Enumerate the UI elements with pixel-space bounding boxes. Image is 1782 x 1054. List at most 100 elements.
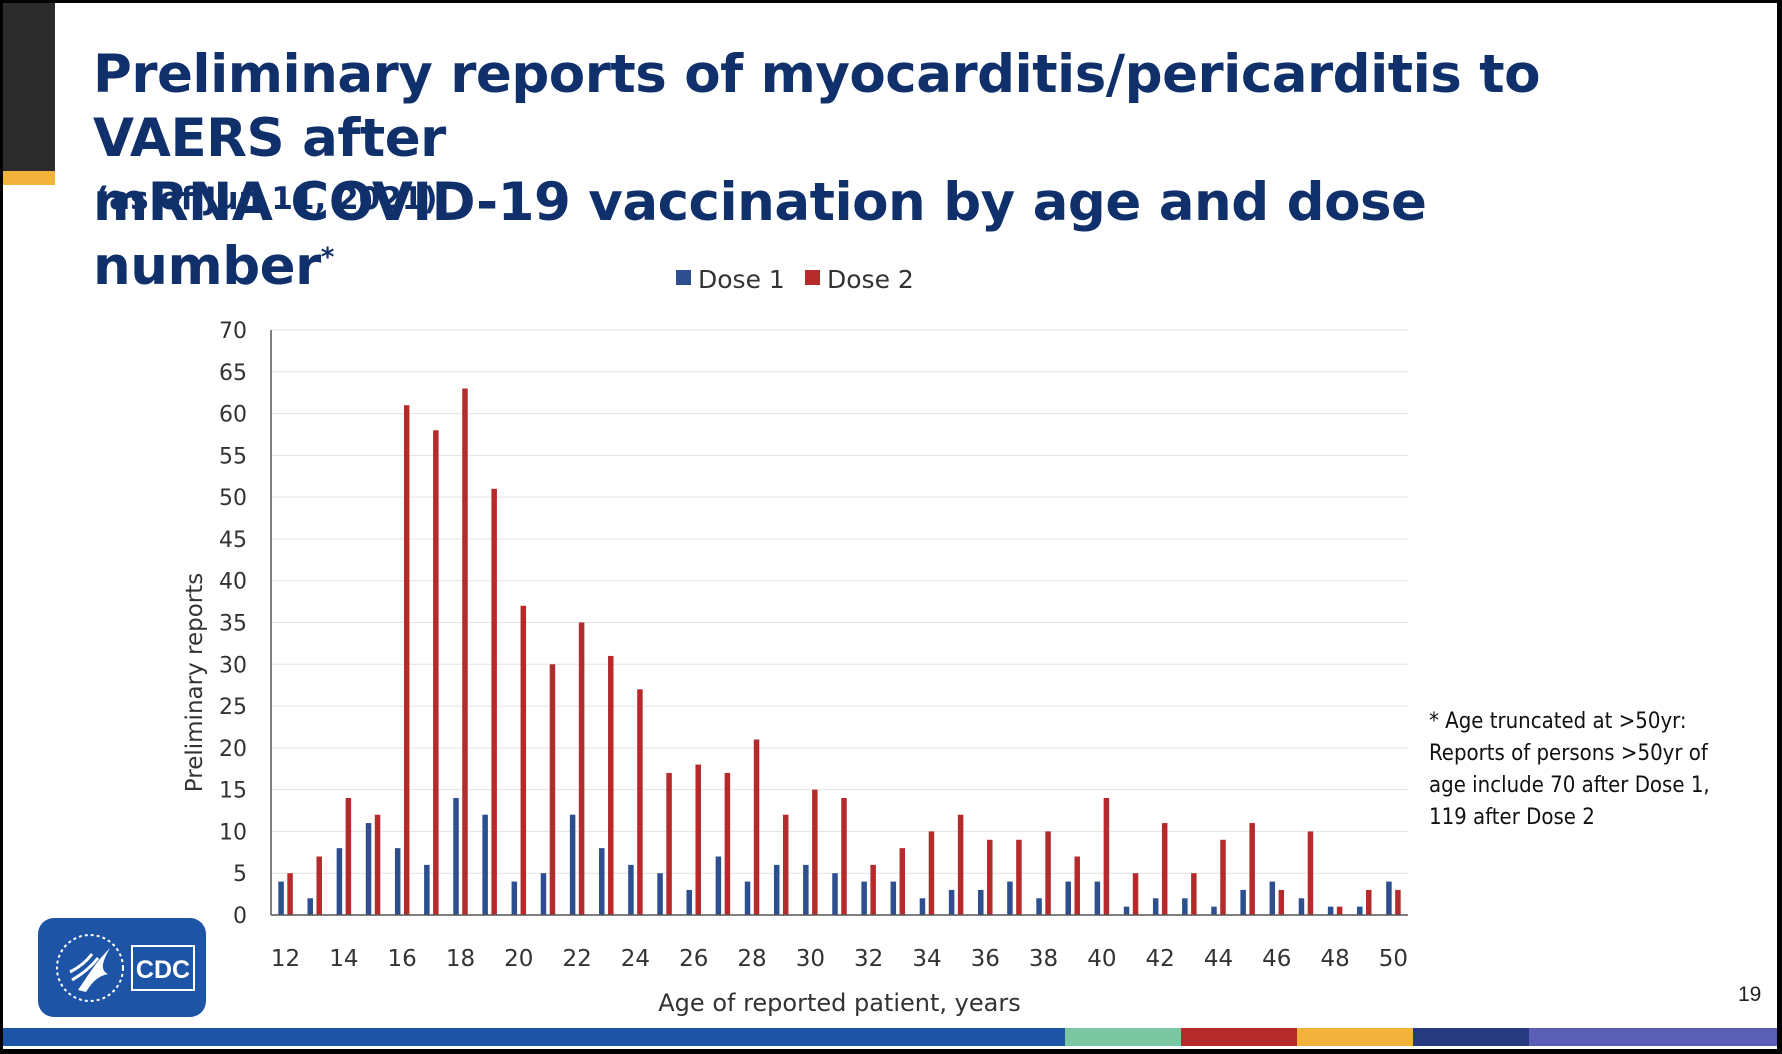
y-tick-label: 0 bbox=[233, 904, 247, 929]
y-tick-label: 55 bbox=[219, 444, 247, 469]
bar bbox=[608, 655, 614, 915]
bar bbox=[928, 831, 935, 915]
bar bbox=[1327, 906, 1334, 915]
x-tick-label: 14 bbox=[329, 946, 358, 972]
y-tick-label: 40 bbox=[219, 570, 247, 595]
bar bbox=[1220, 839, 1226, 915]
bar bbox=[424, 864, 430, 915]
x-tick-label: 46 bbox=[1262, 946, 1291, 972]
x-tick-label: 30 bbox=[796, 946, 825, 972]
x-tick-label: 48 bbox=[1320, 946, 1349, 972]
bottom-bar-segment bbox=[1065, 1028, 1181, 1046]
bar bbox=[744, 881, 751, 915]
y-tick-label: 10 bbox=[219, 820, 247, 845]
y-tick-label: 45 bbox=[219, 528, 247, 553]
bar bbox=[278, 881, 284, 915]
bar bbox=[870, 864, 876, 915]
x-tick-label: 50 bbox=[1379, 946, 1408, 972]
bar bbox=[599, 848, 605, 915]
x-tick-label: 28 bbox=[737, 946, 766, 972]
bar bbox=[1161, 823, 1168, 915]
bar bbox=[549, 664, 556, 915]
bottom-bar-segment bbox=[1297, 1028, 1413, 1046]
bar bbox=[657, 873, 663, 915]
bar bbox=[1307, 831, 1314, 915]
bar bbox=[1074, 856, 1080, 915]
bar bbox=[1152, 898, 1159, 915]
y-tick-label: 5 bbox=[233, 862, 247, 887]
bar bbox=[978, 889, 984, 915]
bar bbox=[433, 430, 439, 915]
bar bbox=[307, 898, 313, 915]
bar bbox=[540, 873, 547, 915]
bar bbox=[637, 689, 643, 915]
y-tick-label: 60 bbox=[219, 403, 247, 428]
bottom-bar-segment bbox=[1529, 1028, 1777, 1046]
bar bbox=[861, 881, 867, 915]
y-tick-label: 25 bbox=[219, 695, 247, 720]
bar bbox=[520, 605, 527, 915]
y-tick-label: 30 bbox=[219, 653, 247, 678]
cdc-logo-text: CDC bbox=[136, 956, 190, 984]
bar bbox=[919, 898, 926, 915]
x-tick-label: 36 bbox=[971, 946, 1000, 972]
bar bbox=[1298, 898, 1305, 915]
x-tick-label: 34 bbox=[912, 946, 941, 972]
bar bbox=[1132, 873, 1139, 915]
cdc-logo: CDC bbox=[38, 918, 206, 1017]
bar bbox=[365, 823, 372, 915]
y-tick-label: 15 bbox=[219, 779, 247, 804]
bar bbox=[1357, 906, 1363, 915]
bar bbox=[482, 814, 488, 915]
bar bbox=[511, 881, 518, 915]
bar bbox=[403, 405, 410, 915]
bar bbox=[686, 889, 692, 915]
bar bbox=[782, 814, 789, 915]
bar bbox=[491, 488, 497, 915]
page-number: 19 bbox=[1738, 983, 1762, 1006]
y-tick-label: 70 bbox=[219, 319, 247, 344]
bar bbox=[812, 789, 818, 915]
legend-label: Dose 1 bbox=[698, 265, 785, 294]
bar bbox=[948, 889, 955, 915]
bar bbox=[1182, 898, 1188, 915]
bar bbox=[1036, 898, 1042, 915]
bar bbox=[345, 798, 352, 915]
x-tick-label: 44 bbox=[1204, 946, 1233, 972]
bar bbox=[1269, 881, 1276, 915]
bar bbox=[1386, 881, 1392, 915]
bar bbox=[890, 881, 897, 915]
bottom-bar-segment bbox=[3, 1028, 1065, 1046]
bar bbox=[695, 764, 701, 915]
slide-title: Preliminary reports of myocarditis/peric… bbox=[93, 43, 1653, 299]
x-tick-label: 22 bbox=[562, 946, 591, 972]
bar-chart: 0 5 10 15 20 25 30 35 40 45 50 55 60 65 70 12 14 16 18 20 22… bbox=[182, 265, 1408, 1017]
bar bbox=[841, 798, 847, 915]
bar bbox=[628, 864, 634, 915]
bar bbox=[1366, 889, 1372, 915]
title-footnote-mark: * bbox=[320, 242, 335, 273]
y-tick-label: 50 bbox=[219, 486, 247, 511]
bar bbox=[1395, 889, 1401, 915]
bar bbox=[1045, 831, 1051, 915]
bar bbox=[569, 814, 576, 915]
slide: Preliminary reports of myocarditis/peric… bbox=[3, 3, 1777, 1049]
bar bbox=[803, 864, 809, 915]
x-tick-label: 38 bbox=[1029, 946, 1058, 972]
bottom-color-bar bbox=[3, 1028, 1777, 1046]
bar bbox=[1249, 823, 1255, 915]
bar bbox=[1336, 906, 1343, 915]
bar bbox=[1007, 881, 1013, 915]
slide-subtitle: (as of Jun 11, 2021) bbox=[95, 181, 438, 217]
y-tick-label: 65 bbox=[219, 361, 247, 386]
bar bbox=[336, 848, 343, 915]
bar bbox=[1240, 889, 1246, 915]
x-axis-label: Age of reported patient, years bbox=[658, 989, 1020, 1017]
bar bbox=[1103, 798, 1110, 915]
bar bbox=[715, 856, 722, 915]
bar bbox=[1191, 873, 1197, 915]
x-tick-label: 40 bbox=[1087, 946, 1116, 972]
bar bbox=[462, 388, 468, 915]
bar bbox=[578, 622, 585, 915]
bar bbox=[453, 798, 459, 915]
